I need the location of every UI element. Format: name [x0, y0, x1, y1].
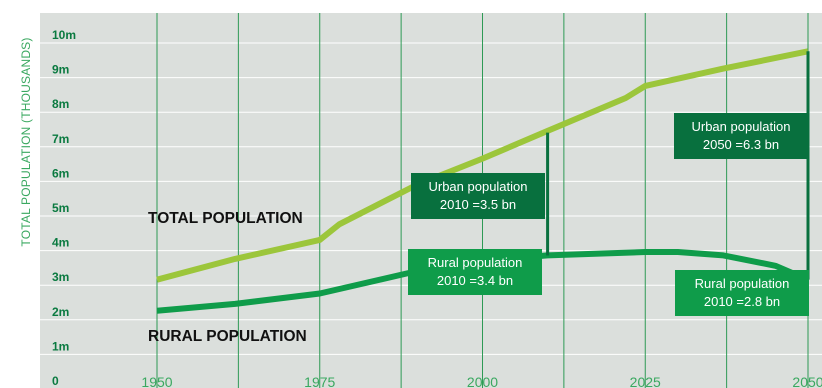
y-tick-label-3: 3m: [52, 270, 69, 284]
annotation-text-0-1: 2010 =3.5 bn: [440, 197, 516, 212]
x-tick-label-2: 2000: [467, 374, 498, 388]
y-axis-label: TOTAL POPULATION (THOUSANDS): [19, 37, 33, 246]
y-tick-label-4: 4m: [52, 236, 69, 250]
x-tick-label-4: 2050: [792, 374, 822, 388]
x-tick-label-3: 2025: [630, 374, 661, 388]
annotation-box-1: [674, 113, 808, 159]
y-tick-label-5: 5m: [52, 201, 69, 215]
annotation-box-0: [411, 173, 545, 219]
y-tick-label-9: 9m: [52, 63, 69, 77]
y-tick-label-2: 2m: [52, 305, 69, 319]
annotation-text-2-1: 2010 =3.4 bn: [437, 273, 513, 288]
series-line-total: [156, 48, 809, 283]
annotation-box-3: [675, 270, 809, 316]
x-tick-label-0: 1950: [141, 374, 172, 388]
annotation-text-1-0: Urban population: [691, 119, 790, 134]
y-tick-label-6: 6m: [52, 166, 69, 180]
annotation-text-0-0: Urban population: [428, 179, 527, 194]
x-tick-label-1: 1975: [304, 374, 335, 388]
annotation-text-1-1: 2050 =6.3 bn: [703, 137, 779, 152]
y-tick-label-8: 8m: [52, 97, 69, 111]
y-tick-label-1: 1m: [52, 339, 69, 353]
y-tick-label-10: 10m: [52, 28, 76, 42]
annotation-text-3-0: Rural population: [695, 276, 790, 291]
series-label-rural: RURAL POPULATION: [148, 328, 307, 345]
series-label-total: TOTAL POPULATION: [148, 210, 303, 227]
annotation-box-2: [408, 249, 542, 295]
annotation-text-2-0: Rural population: [428, 255, 523, 270]
annotation-text-3-1: 2010 =2.8 bn: [704, 294, 780, 309]
y-tick-label-0: 0: [52, 374, 59, 388]
y-tick-label-7: 7m: [52, 132, 69, 146]
